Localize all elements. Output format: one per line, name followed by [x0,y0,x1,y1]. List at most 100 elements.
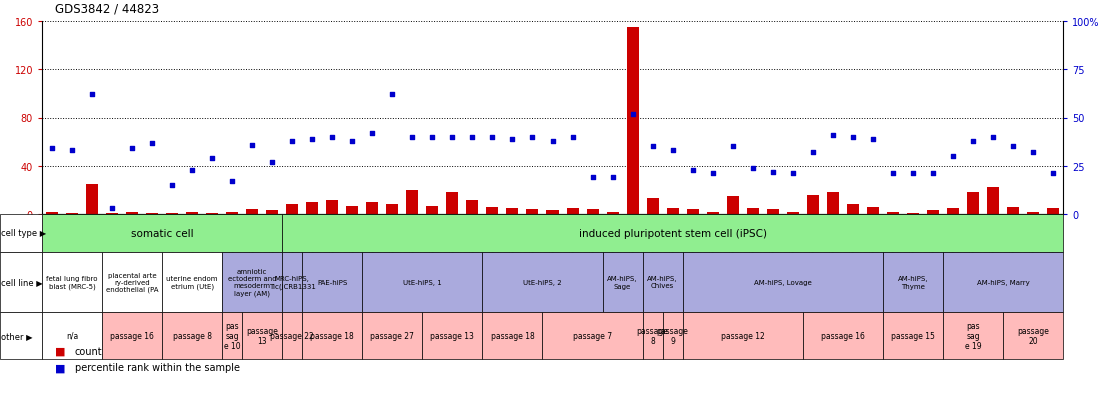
Text: UtE-hiPS, 2: UtE-hiPS, 2 [523,279,562,285]
Bar [1047,209,1059,214]
Text: passage 7: passage 7 [573,331,612,340]
Point [123,146,141,152]
Bar [586,210,598,214]
Point [463,134,481,141]
Bar [927,211,938,214]
Text: passage
9: passage 9 [657,326,688,345]
Point [864,136,882,143]
Point [284,138,301,145]
Text: PAE-hiPS: PAE-hiPS [317,279,348,285]
Point [1004,144,1022,150]
Point [664,147,681,154]
Text: passage
20: passage 20 [1017,326,1049,345]
Point [743,165,761,171]
Point [964,138,982,145]
Text: other ▶: other ▶ [1,331,33,340]
Point [363,131,381,137]
Text: AM-hiPS,
Chives: AM-hiPS, Chives [647,276,678,289]
Point [904,171,922,177]
Text: cell type ▶: cell type ▶ [1,229,47,238]
Text: UtE-hiPS, 1: UtE-hiPS, 1 [403,279,442,285]
Bar [466,200,479,214]
Bar [606,212,618,214]
Text: pas
sag
e 19: pas sag e 19 [965,321,982,351]
Point [63,147,81,154]
Bar [206,213,218,214]
Point [584,175,602,181]
Bar [767,210,779,214]
Bar [1027,212,1039,214]
Bar [667,209,678,214]
Bar [546,211,558,214]
Text: passage 22: passage 22 [270,331,315,340]
Text: passage 16: passage 16 [110,331,154,340]
Bar [66,213,78,214]
Bar [286,205,298,214]
Bar [306,202,318,214]
Bar [526,210,538,214]
Text: uterine endom
etrium (UtE): uterine endom etrium (UtE) [166,275,218,289]
Point [423,134,441,141]
Bar [447,193,459,214]
Bar [827,193,839,214]
Point [783,171,801,177]
Point [884,171,902,177]
Bar [1007,207,1019,214]
Bar [407,190,419,214]
Point [644,144,661,150]
Point [324,134,341,141]
Text: passage 18: passage 18 [491,331,534,340]
Bar [367,202,378,214]
Bar [427,206,439,214]
Point [203,155,220,162]
Bar [727,197,739,214]
Bar [326,200,338,214]
Text: ■: ■ [55,346,65,356]
Bar [866,207,879,214]
Point [403,134,421,141]
Bar [967,193,978,214]
Text: induced pluripotent stem cell (iPSC): induced pluripotent stem cell (iPSC) [578,228,767,238]
Point [103,205,121,212]
Bar [906,213,919,214]
Bar [86,184,98,214]
Point [163,182,181,189]
Bar [707,212,719,214]
Text: passage
13: passage 13 [246,326,278,345]
Text: MRC-hiPS,
Tic(JCRB1331: MRC-hiPS, Tic(JCRB1331 [269,275,316,289]
Text: passage 8: passage 8 [173,331,212,340]
Bar [186,212,198,214]
Bar [747,209,759,214]
Text: passage 18: passage 18 [310,331,355,340]
Bar [146,213,158,214]
Bar [687,210,699,214]
Text: n/a: n/a [65,331,79,340]
Text: AM-hiPS,
Thyme: AM-hiPS, Thyme [897,276,929,289]
Text: pas
sag
e 10: pas sag e 10 [224,321,240,351]
Point [504,136,522,143]
Point [624,111,642,118]
Point [483,134,501,141]
Text: passage 13: passage 13 [431,331,474,340]
Point [183,167,201,173]
Bar [486,207,499,214]
Bar [226,212,238,214]
Point [244,142,261,148]
Point [1044,171,1061,177]
Bar [246,210,258,214]
Point [1024,150,1042,156]
Text: passage 15: passage 15 [891,331,935,340]
Text: cell line ▶: cell line ▶ [1,278,43,287]
Point [524,134,542,141]
Text: passage 12: passage 12 [721,331,765,340]
Text: GDS3842 / 44823: GDS3842 / 44823 [55,3,160,16]
Bar [566,209,578,214]
Point [443,134,461,141]
Point [43,146,61,152]
Point [343,138,361,145]
Point [924,171,942,177]
Point [763,169,781,176]
Bar [847,205,859,214]
Point [544,138,562,145]
Point [304,136,321,143]
